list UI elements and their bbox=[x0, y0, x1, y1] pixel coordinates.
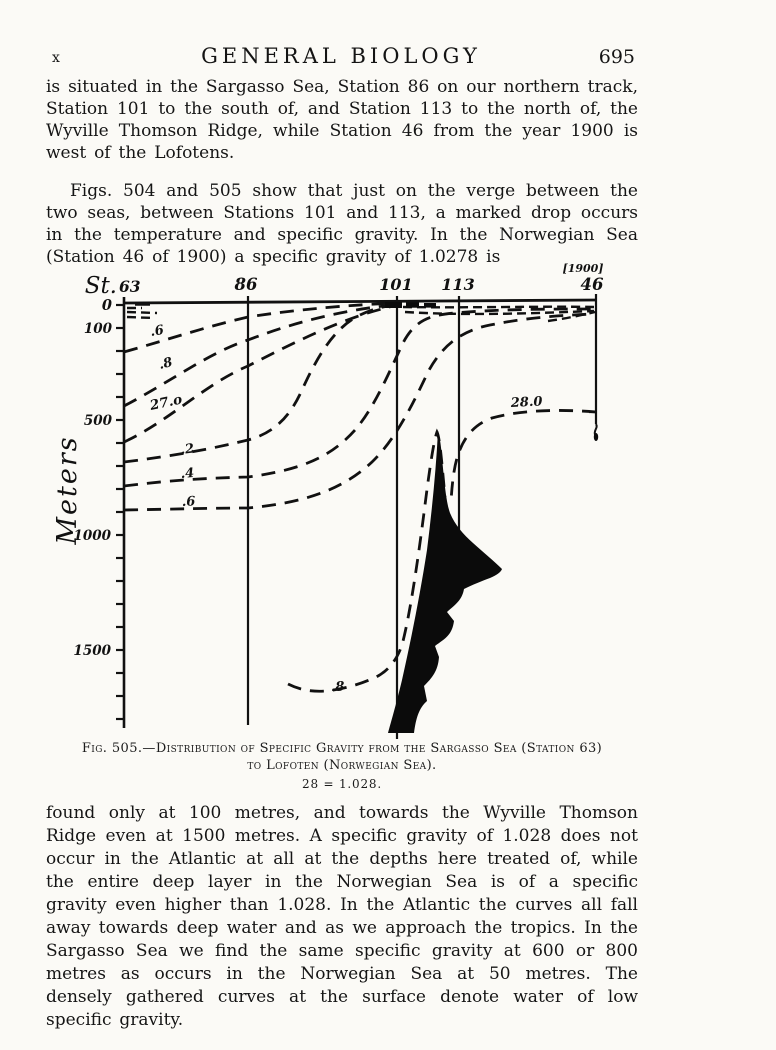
surface-convergence-bar bbox=[406, 302, 419, 308]
depth-label-1500: 1500 bbox=[73, 643, 111, 659]
surface-cluster-right bbox=[547, 310, 596, 323]
contour-26.8 bbox=[123, 303, 395, 408]
station-axis-prefix: St. bbox=[85, 273, 117, 299]
contour-label-27.8-deep: .8 bbox=[331, 680, 345, 695]
paragraph-1: is situated in the Sargasso Sea, Station… bbox=[46, 77, 638, 163]
figure-caption-line-1: Fig. 505.—Distribution of Specific Gravi… bbox=[81, 741, 603, 756]
contour-label-27.4: .4 bbox=[180, 466, 195, 482]
surface-cluster-left bbox=[126, 315, 155, 320]
figure-caption-line-2: to Lofoten (Norwegian Sea). bbox=[247, 757, 437, 773]
station-label-46: 46 bbox=[581, 275, 604, 294]
contour-label-27.6: .6 bbox=[181, 494, 195, 510]
station-label-63: 63 bbox=[119, 277, 141, 296]
surface-cluster-right bbox=[404, 309, 595, 316]
margin-signature: x bbox=[52, 50, 60, 66]
station-46-line-end-dot bbox=[593, 433, 599, 441]
station-label-86: 86 bbox=[234, 275, 258, 294]
sea-surface-line bbox=[123, 298, 598, 305]
contour-27.2 bbox=[123, 303, 397, 464]
contour-26.6 bbox=[123, 301, 397, 354]
depth-axis-ticks bbox=[116, 303, 596, 721]
paragraph-2: Figs. 504 and 505 show that just on the … bbox=[46, 181, 638, 267]
surface-cluster-right bbox=[402, 305, 595, 309]
station-label-101: 101 bbox=[379, 275, 412, 294]
figure-caption: Fig. 505.—Distribution of Specific Gravi… bbox=[46, 741, 638, 793]
depth-label-500: 500 bbox=[84, 413, 113, 429]
contour-28.0 bbox=[449, 409, 597, 503]
surface-convergence-bar bbox=[385, 302, 402, 308]
station-label-113: 113 bbox=[441, 275, 474, 294]
surface-convergence-bar bbox=[424, 303, 436, 308]
running-head-title: GENERAL BIOLOGY bbox=[201, 44, 481, 68]
contour-27.0 bbox=[123, 305, 391, 444]
page-number: 695 bbox=[598, 46, 635, 68]
station-46-year-note: [1900] bbox=[562, 262, 603, 275]
contour-label-27.2: .2 bbox=[180, 441, 195, 458]
depth-label-100: 100 bbox=[84, 321, 113, 337]
depth-axis-title: Meters bbox=[52, 435, 83, 545]
surface-cluster-left bbox=[126, 310, 158, 315]
contour-label-26.8: .8 bbox=[157, 355, 174, 373]
paragraph-3: found only at 100 metres, and towards th… bbox=[46, 803, 638, 1030]
ridge-bottom-silhouette bbox=[388, 431, 502, 733]
figure-caption-note: 28 = 1.028. bbox=[302, 777, 382, 791]
depth-label-0: 0 bbox=[102, 297, 112, 314]
contour-27.4 bbox=[123, 307, 596, 488]
contour-27.8 bbox=[287, 428, 447, 693]
depth-label-1000: 1000 bbox=[73, 528, 111, 544]
contour-label-27.0: 27.o bbox=[148, 392, 184, 415]
contour-label-28.0: 28.0 bbox=[509, 394, 542, 411]
contour-label-26.6: .6 bbox=[149, 323, 165, 340]
